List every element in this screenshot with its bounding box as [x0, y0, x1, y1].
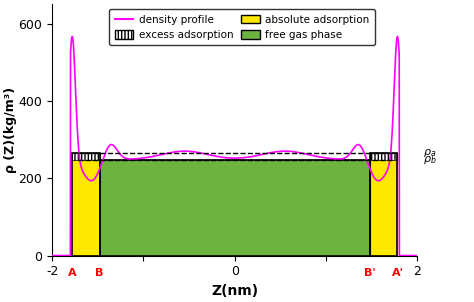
X-axis label: Z(nm): Z(nm): [211, 284, 258, 298]
Text: B': B': [364, 268, 376, 278]
Y-axis label: ρ (Z)(kg/m³): ρ (Z)(kg/m³): [4, 87, 17, 173]
Text: $\rho_a$: $\rho_a$: [423, 147, 437, 159]
Text: A': A': [392, 268, 403, 278]
Text: B: B: [95, 268, 104, 278]
Legend: density profile, excess adsorption, absolute adsorption, free gas phase: density profile, excess adsorption, abso…: [109, 9, 375, 45]
Text: A: A: [68, 268, 77, 278]
Text: $\rho_b$: $\rho_b$: [423, 154, 437, 165]
